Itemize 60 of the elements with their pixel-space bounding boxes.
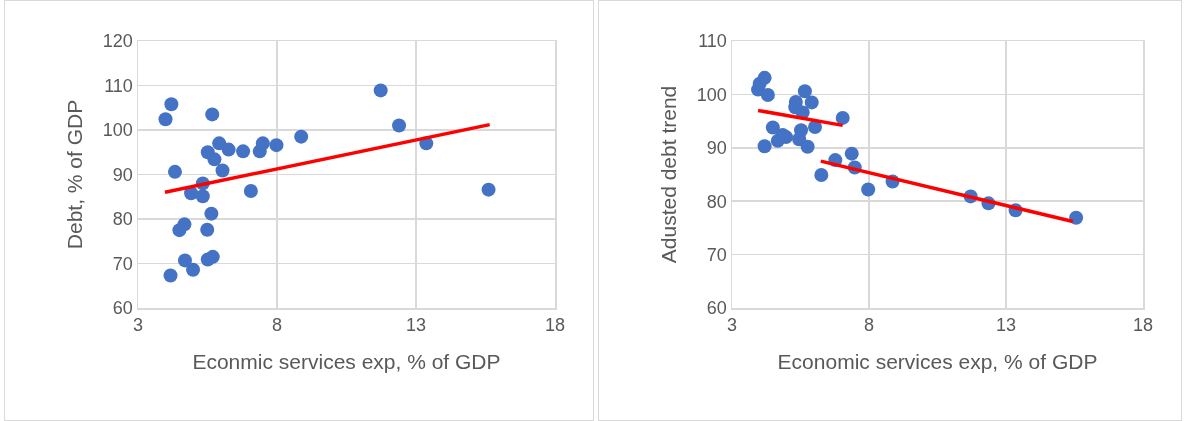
point [804,95,819,110]
point [204,206,219,221]
x-tick-label: 18 [544,315,566,336]
point [269,138,284,153]
point [164,97,179,112]
point [186,262,201,277]
point [844,146,859,161]
x-tick-label: 13 [995,315,1017,336]
y-axis-title: Debt, % of GDP [63,99,87,250]
point [797,84,812,99]
x-tick-label: 3 [132,315,144,336]
point [236,144,251,159]
x-tick-label: 8 [271,315,283,336]
point [760,87,775,102]
point [392,118,407,133]
point [1069,210,1084,225]
y-tick-label: 90 [112,164,133,185]
y-tick-label: 80 [112,209,133,230]
y-tick-label: 90 [706,138,727,159]
point [757,139,772,154]
y-axis-title: Adusted debt trend [657,85,681,264]
y-tick-label: 70 [706,244,727,265]
point [243,183,258,198]
point [205,249,220,264]
point [765,120,780,135]
point [195,189,210,204]
point [167,164,182,179]
point [221,142,236,157]
point [163,268,178,283]
x-tick-label: 3 [726,315,738,336]
x-axis-title: Economic services exp, % of GDP [777,350,1098,374]
x-tick-label: 8 [863,315,875,336]
point [207,152,222,167]
x-tick-label: 18 [1132,315,1154,336]
point [158,112,173,127]
point [757,70,772,85]
y-tick-label: 80 [706,191,727,212]
point [861,182,876,197]
point [205,107,220,122]
point [200,222,215,237]
x-axis-title: Econmic services exp, % of GDP [192,350,501,374]
y-tick-label: 110 [104,75,133,96]
point [481,182,496,197]
point [294,129,309,144]
point [255,136,270,151]
point [373,83,388,98]
y-tick-label: 70 [112,253,133,274]
point [835,110,850,125]
y-tick-label: 100 [696,84,727,105]
y-tick-label: 60 [112,298,133,319]
point [177,217,192,232]
y-tick-label: 110 [698,31,727,52]
y-tick-label: 60 [706,298,727,319]
y-tick-label: 100 [102,120,133,141]
point [177,253,192,268]
point [814,168,829,183]
y-tick-label: 120 [102,31,133,52]
point [215,163,230,178]
x-tick-label: 13 [405,315,427,336]
point [800,139,815,154]
